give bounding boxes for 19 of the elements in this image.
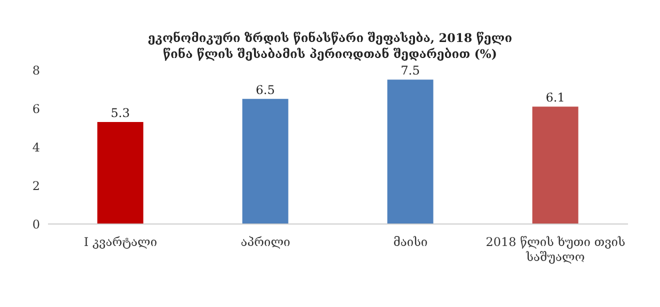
bar	[532, 106, 578, 224]
bar	[242, 98, 288, 224]
x-tick-label: მაისი	[393, 235, 428, 249]
y-tick-label: 0	[32, 217, 40, 232]
data-label: 5.3	[110, 106, 130, 120]
x-tick-label: I კვარტალი	[84, 235, 158, 249]
bar	[387, 80, 434, 224]
y-tick-label: 8	[32, 63, 40, 78]
y-tick-label: 2	[32, 178, 40, 193]
x-tick-label: აპრილი	[240, 235, 290, 249]
y-tick-label: 4	[32, 140, 40, 154]
chart-title: ეკონომიკური ზრდის წინასწარი შეფასება, 2018 წელი	[146, 30, 514, 46]
bar	[97, 122, 144, 224]
x-tick-label: 2018 წლის ხუთი თვის საშუალო	[486, 235, 626, 264]
chart-subtitle: წინა წლის შესაბამის პერიოდთან შედარებით (%)	[162, 46, 498, 62]
data-label: 7.5	[400, 64, 420, 78]
data-label: 6.5	[256, 82, 275, 97]
y-tick-label: 6	[32, 102, 40, 116]
data-label: 6.1	[546, 90, 565, 105]
